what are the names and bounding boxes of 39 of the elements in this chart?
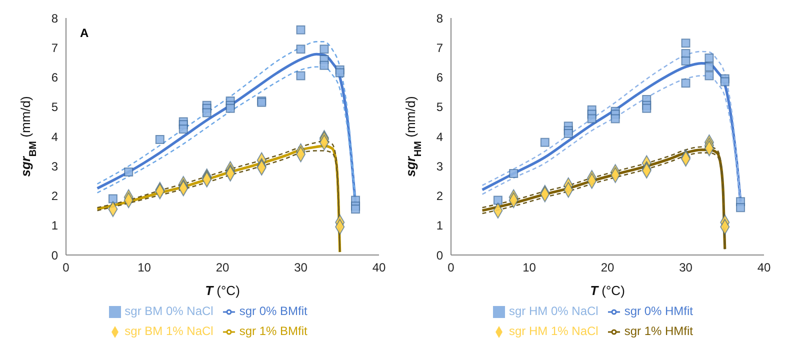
x-tick-label: 0 xyxy=(62,260,70,275)
x-axis-title: T (°C) xyxy=(205,283,240,298)
y-tick-label: 4 xyxy=(51,130,58,144)
x-tick-label: 20 xyxy=(216,260,230,275)
legend-label: sgr HM 1% NaCl xyxy=(508,324,598,338)
y-tick-label: 5 xyxy=(436,100,444,114)
legend-label: sgr BM 1% NaCl xyxy=(124,324,214,338)
legend-label: sgr BM 0% NaCl xyxy=(124,304,214,318)
y-tick-label: 8 xyxy=(436,11,444,26)
x-tick-label: 10 xyxy=(522,260,536,275)
y-tick-label: 3 xyxy=(436,159,444,174)
x-tick-label: 10 xyxy=(138,260,152,275)
y-tick-label: 7 xyxy=(51,40,58,55)
annotation: A xyxy=(80,26,89,40)
legend-label: sgr 0% BMfit xyxy=(239,304,308,318)
y-tick-label: 7 xyxy=(436,40,444,55)
x-axis-title: T (°C) xyxy=(590,283,625,298)
y-tick-label: 3 xyxy=(51,159,58,174)
y-tick-label: 6 xyxy=(436,70,444,85)
x-tick-label: 0 xyxy=(448,260,455,275)
y-tick-label: 2 xyxy=(51,189,58,204)
y-tick-label: 4 xyxy=(436,130,444,144)
x-tick-label: 40 xyxy=(372,260,386,275)
legend-label: sgr HM 0% NaCl xyxy=(508,304,598,318)
y-tick-label: 2 xyxy=(436,189,444,204)
x-tick-label: 40 xyxy=(757,260,771,275)
y-tick-label: 5 xyxy=(51,100,58,114)
y-tick-label: 6 xyxy=(51,70,58,85)
y-tick-label: 1 xyxy=(436,218,444,233)
x-tick-label: 30 xyxy=(679,260,693,275)
legend-label: sgr 1% BMfit xyxy=(239,324,308,338)
y-tick-label: 1 xyxy=(51,218,58,233)
x-tick-label: 30 xyxy=(294,260,308,275)
y-tick-label: 0 xyxy=(51,248,58,262)
legend-label: sgr 0% HMfit xyxy=(624,304,694,318)
x-tick-label: 20 xyxy=(600,260,614,275)
y-tick-label: 8 xyxy=(51,11,58,26)
legend-label: sgr 1% HMfit xyxy=(624,324,694,338)
y-tick-label: 0 xyxy=(436,248,444,262)
